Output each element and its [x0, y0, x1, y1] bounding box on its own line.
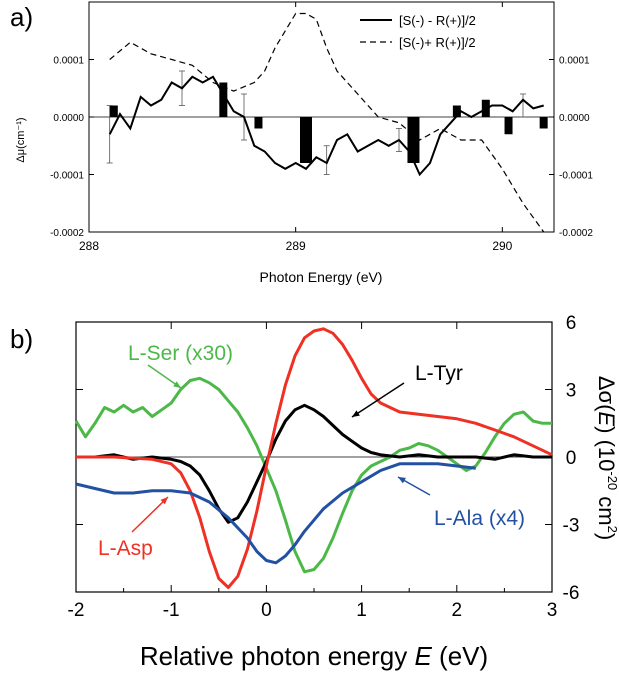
panel-b-series-line — [75, 462, 476, 565]
panel-a-y-tick-label: -0.0001 — [50, 171, 84, 182]
panel-b-chart: -2 -1 0 1 2 3 6 3 0 -3 -6 L-Ser (x30) L-Tyr L-Asp L-A… — [68, 313, 619, 671]
panel-a-bar — [109, 105, 118, 117]
panel-b-x-axis-label: Relative photon energy E (eV) — [140, 641, 488, 671]
panel-a-legend-label: [S(-) - R(+)]/2 — [399, 13, 476, 28]
panel-b-annotation-label: L-Ser (x30) — [128, 342, 233, 365]
panel-b-series-line — [76, 327, 553, 589]
panel-b-x-tick-label: 1 — [356, 600, 367, 621]
panel-b-annotation-arrow — [131, 496, 169, 533]
panel-a-y-tick-label: 0.0000 — [53, 113, 84, 124]
panel-a-bar — [300, 117, 312, 163]
panel-b-y-tick-label: 3 — [566, 381, 577, 402]
panel-b-y-tick-label: -3 — [563, 516, 580, 537]
panel-b-annotation-arrow — [351, 382, 405, 418]
panel-b-y-tick-label: 0 — [566, 448, 577, 469]
panel-b-annotation-arrowhead — [398, 477, 406, 484]
panel-b-annotation-label: L-Ala (x4) — [434, 507, 525, 530]
panel-b-x-tick-label: 0 — [261, 600, 272, 621]
panel-b-y-tick-label: -6 — [563, 583, 580, 604]
panel-a-y-tick-label: -0.0002 — [50, 228, 84, 239]
panel-a-x-tick-label: 288 — [79, 239, 99, 253]
panel-b-annotation-arrowhead — [160, 497, 168, 505]
panel-a-series-line — [108, 75, 544, 177]
panel-a-y-tick-label-right: 0.0000 — [559, 113, 590, 124]
panel-a-legend-label: [S(-)+ R(+)]/2 — [399, 35, 476, 50]
panel-b-y-axis-label: Δσ(E) (10-20 cm2) — [594, 376, 619, 540]
panel-a-legend: [S(-) - R(+)]/2 [S(-)+ R(+)]/2 — [360, 13, 476, 50]
panel-b-x-tick-label: 2 — [452, 600, 463, 621]
panel-a-bar — [407, 117, 420, 163]
panel-b-y-tick-label: 6 — [566, 313, 577, 334]
panel-a-y-tick-label: 0.0001 — [53, 56, 84, 67]
panel-a-y-tick-label-right: 0.0001 — [559, 56, 590, 67]
panel-b-x-tick-label: -1 — [163, 600, 180, 621]
panel-a-y-tick-label-right: -0.0002 — [559, 228, 593, 239]
panel-b-annotation-label: L-Asp — [98, 537, 153, 560]
panel-a-bar — [539, 117, 548, 129]
panel-b-annotation-label: L-Tyr — [415, 362, 463, 385]
panel-b-x-tick-label: 3 — [547, 600, 558, 621]
panel-a-y-tick-label-right: -0.0001 — [559, 171, 593, 182]
panel-b-x-tick-label: -2 — [68, 600, 85, 621]
panel-b-series-line — [76, 403, 552, 524]
panel-a-bar — [219, 82, 228, 117]
panel-a-chart: 288 289 290 0.0001 0.0001 0.0000 0.0000 -0.0001… — [15, 1, 593, 285]
panel-a-bar — [254, 117, 263, 129]
panel-b-annotation-arrowhead — [352, 410, 360, 417]
panel-a-x-tick-label: 290 — [492, 239, 512, 253]
panel-a-tag: a) — [10, 2, 33, 32]
panel-a-series-line — [109, 12, 545, 233]
panel-a-x-axis-label: Photon Energy (eV) — [260, 269, 383, 285]
panel-b-tag: b) — [10, 324, 33, 354]
panel-a-bar — [452, 105, 461, 117]
panel-a-x-tick-label: 289 — [286, 239, 306, 253]
panel-a-y-axis-label: Δμ(cm⁻¹) — [15, 117, 27, 162]
panel-b-annotation-arrowhead — [173, 381, 181, 388]
panel-a-bar — [504, 117, 513, 135]
